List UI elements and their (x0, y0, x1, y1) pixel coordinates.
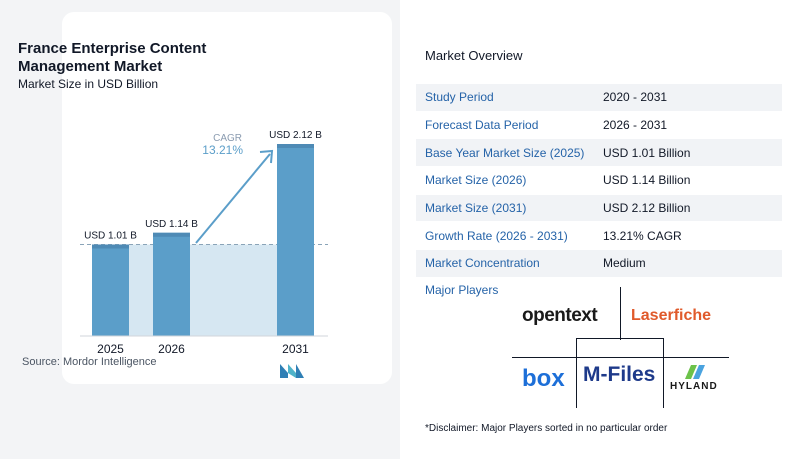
row-value: 2020 - 2031 (603, 90, 668, 105)
chart-subtitle: Market Size in USD Billion (18, 77, 159, 91)
row-value: USD 2.12 Billion (603, 201, 691, 216)
source-text: Source: Mordor Intelligence (22, 356, 157, 368)
data-label: USD 1.01 B (84, 231, 137, 242)
overview-row: Market Size (2031) USD 2.12 Billion (416, 194, 782, 223)
grid-divider (620, 287, 621, 340)
tick-label: 2031 (282, 342, 309, 356)
grid-divider (576, 338, 664, 339)
row-label: Growth Rate (2026 - 2031) (425, 228, 568, 243)
row-value: USD 1.01 Billion (603, 145, 691, 160)
hyland-logo: HYLAND (670, 381, 718, 392)
overview-row: Market Size (2026) USD 1.14 Billion (416, 167, 782, 195)
grid-divider (512, 357, 729, 358)
row-value: 2026 - 2031 (603, 118, 668, 133)
row-label: Study Period (425, 90, 494, 105)
bar-top (277, 144, 314, 148)
players-title: Major Players (425, 283, 499, 297)
cagr-label: CAGR (213, 133, 242, 144)
box-logo: box (522, 365, 565, 392)
mfiles-logo: M-Files (583, 363, 656, 386)
row-value: 13.21% CAGR (603, 228, 682, 243)
disclaimer: *Disclaimer: Major Players sorted in no … (425, 423, 668, 434)
chart-title: France Enterprise Content Management Mar… (18, 40, 207, 75)
cagr-value: 13.21% (202, 143, 243, 157)
bar (92, 244, 129, 336)
overview-row: Base Year Market Size (2025) USD 1.01 Bil… (416, 139, 782, 168)
overview-row: Market Concentration Medium (416, 250, 782, 278)
laserfiche-logo: Laserfiche (631, 307, 712, 324)
overview-title: Market Overview (425, 48, 523, 63)
mordor-logo-icon (280, 364, 304, 378)
bar-top (92, 244, 129, 249)
row-label: Market Size (2031) (425, 201, 527, 216)
tick-label: 2026 (158, 342, 185, 356)
grid-divider (663, 338, 664, 408)
overview-row: Study Period 2020 - 2031 (416, 84, 782, 112)
bar (153, 232, 190, 336)
row-value: Medium (603, 256, 646, 271)
overview-row: Growth Rate (2026 - 2031) 13.21% CAGR (416, 222, 782, 251)
hyland-mark-icon (685, 365, 705, 379)
grid-divider (576, 338, 577, 408)
cagr-arrow (195, 153, 271, 244)
overview-row: Forecast Data Period 2026 - 2031 (416, 111, 782, 140)
cagr-arrow-head (259, 149, 274, 164)
bar (277, 144, 314, 336)
row-label: Market Size (2026) (425, 173, 527, 188)
tick-label: 2025 (97, 342, 124, 356)
row-label: Forecast Data Period (425, 118, 539, 133)
bar-top (153, 232, 190, 237)
data-label: USD 2.12 B (269, 130, 322, 141)
data-label: USD 1.14 B (145, 219, 198, 230)
row-label: Market Concentration (425, 256, 540, 271)
bar-chart: USD 1.01 B 2025 USD 1.14 B 2026 USD 2.12 B 20… (80, 130, 328, 356)
row-label: Base Year Market Size (2025) (425, 145, 585, 160)
opentext-logo: opentext (522, 305, 598, 326)
row-value: USD 1.14 Billion (603, 173, 691, 188)
overview-table: Study Period 2020 - 2031 Forecast Data Pe… (416, 84, 782, 278)
